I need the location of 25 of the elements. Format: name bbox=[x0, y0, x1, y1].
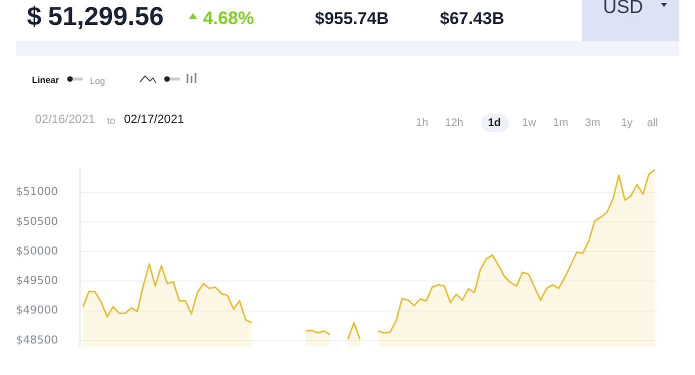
text: $955.74B bbox=[315, 9, 389, 28]
text: 1y bbox=[621, 117, 633, 129]
text: to bbox=[107, 116, 116, 127]
y-tick-label: $51000 bbox=[16, 185, 58, 198]
y-tick-label: $50500 bbox=[16, 214, 58, 228]
y-tick-label: $48500 bbox=[16, 333, 58, 346]
text: Linear bbox=[32, 75, 60, 85]
text: 1h bbox=[416, 117, 428, 129]
text: 1m bbox=[553, 117, 568, 129]
text: Log bbox=[90, 76, 106, 86]
y-tick-label: $50000 bbox=[16, 244, 58, 258]
text: 51,299.56 bbox=[48, 1, 164, 31]
y-tick-label: $49500 bbox=[16, 274, 58, 288]
text: 12h bbox=[445, 117, 464, 129]
text: $ bbox=[27, 1, 42, 31]
text: 1w bbox=[522, 117, 536, 129]
text: 4.68% bbox=[203, 8, 254, 28]
text: 02/16/2021 bbox=[35, 112, 96, 126]
y-tick-label: $49000 bbox=[16, 304, 58, 317]
text: $67.43B bbox=[440, 9, 504, 28]
text: all bbox=[647, 117, 658, 129]
text: 1d bbox=[488, 117, 501, 129]
text: 02/17/2021 bbox=[124, 112, 184, 126]
text: USD bbox=[603, 0, 644, 18]
text: 3m bbox=[585, 117, 600, 129]
